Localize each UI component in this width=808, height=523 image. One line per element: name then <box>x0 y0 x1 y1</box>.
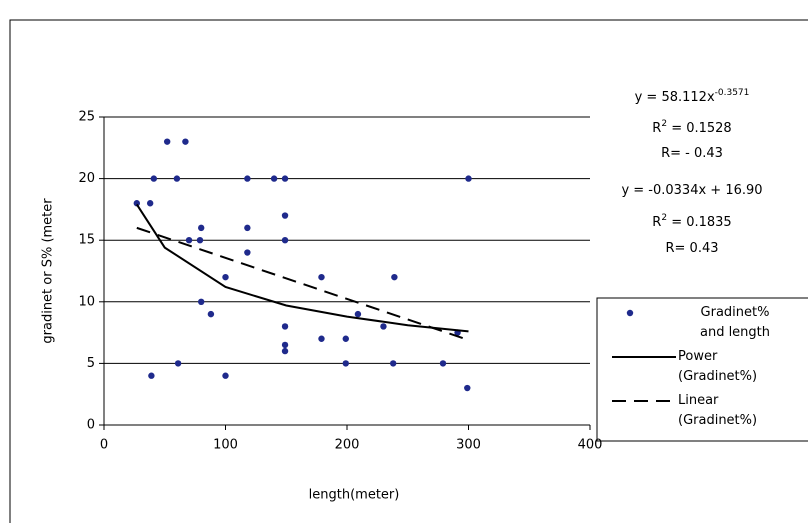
scatter-point <box>174 360 182 367</box>
scatter-point <box>354 310 362 318</box>
scatter-point <box>281 341 289 349</box>
annotation-part: y = -0.0334x + 16.90 <box>621 183 762 198</box>
scatter-point <box>148 372 155 379</box>
scatter-point <box>244 224 251 232</box>
y-tick-label: 0 <box>87 418 95 433</box>
scatter-point <box>281 212 289 219</box>
legend-marker <box>626 309 634 317</box>
annotation-part: = 0.1835 <box>667 215 732 230</box>
scatter-point <box>465 175 472 182</box>
scatter-point <box>198 298 205 305</box>
scatter-point <box>281 323 289 330</box>
x-tick-label: 0 <box>100 438 108 453</box>
annotation-part: 2 <box>661 213 667 223</box>
annotation: R= - 0.43 <box>661 146 723 161</box>
y-axis-title: gradinet or S% (meter <box>41 198 56 344</box>
scatter-point <box>222 372 229 379</box>
annotation: R2 = 0.1835 <box>652 213 731 230</box>
trendline <box>136 226 469 341</box>
annotation: R2 = 0.1528 <box>652 119 731 136</box>
scatter-point <box>439 360 447 367</box>
scatter-point <box>198 224 205 232</box>
x-tick-label: 300 <box>456 438 481 453</box>
annotation-part: y = 58.112x <box>635 90 715 105</box>
scatter-point <box>196 237 204 244</box>
scatter-point <box>281 175 289 182</box>
legend-box <box>596 297 808 442</box>
scatter-point <box>318 335 325 342</box>
scatter-point <box>207 310 215 318</box>
scatter-point <box>342 360 349 367</box>
annotation-part: 2 <box>661 119 667 129</box>
annotation: y = -0.0334x + 16.90 <box>621 183 762 198</box>
scatter-point <box>163 138 171 145</box>
scatter-point <box>182 138 189 145</box>
scatter-point <box>342 335 349 342</box>
scatter-point <box>244 175 251 182</box>
y-tick-label: 15 <box>78 233 95 248</box>
scatter-point <box>380 323 387 330</box>
x-axis-title: length(meter) <box>309 488 400 503</box>
legend-label: Power (Gradinet%) <box>678 349 758 384</box>
legend-label: Gradinet% and length <box>699 305 771 340</box>
scatter-point <box>270 175 278 182</box>
y-tick-label: 20 <box>78 171 95 186</box>
y-tick-label: 10 <box>78 294 95 309</box>
scatter-point <box>389 360 397 367</box>
annotation-part: = 0.1528 <box>667 121 732 136</box>
x-tick-label: 400 <box>578 438 603 453</box>
annotation-part: -0.3571 <box>715 88 750 98</box>
scatter-point <box>318 273 325 281</box>
scatter-point <box>281 237 289 244</box>
scatter-point <box>150 175 158 182</box>
annotation: y = 58.112x-0.3571 <box>635 88 750 105</box>
scatter-point <box>244 249 251 256</box>
trendline <box>135 203 469 333</box>
annotation-part: R <box>652 121 661 136</box>
y-tick-label: 5 <box>87 356 95 371</box>
annotation-part: R= - 0.43 <box>661 146 723 161</box>
scatter-point <box>464 384 471 392</box>
scatter-point <box>133 200 141 207</box>
annotation: R= 0.43 <box>665 241 718 256</box>
legend-label: Linear (Gradinet%) <box>678 393 758 428</box>
scatter-point <box>391 273 398 281</box>
annotation-part: R <box>652 215 661 230</box>
x-tick-label: 100 <box>213 438 238 453</box>
scatter-point <box>222 273 229 281</box>
scatter-point <box>173 175 181 182</box>
y-tick-label: 25 <box>78 110 95 125</box>
annotation-part: R= 0.43 <box>665 241 718 256</box>
scatter-point <box>185 237 193 244</box>
chart-border <box>9 19 808 523</box>
x-tick-label: 200 <box>335 438 360 453</box>
scatter-point <box>281 347 289 355</box>
scatter-point <box>146 200 154 207</box>
